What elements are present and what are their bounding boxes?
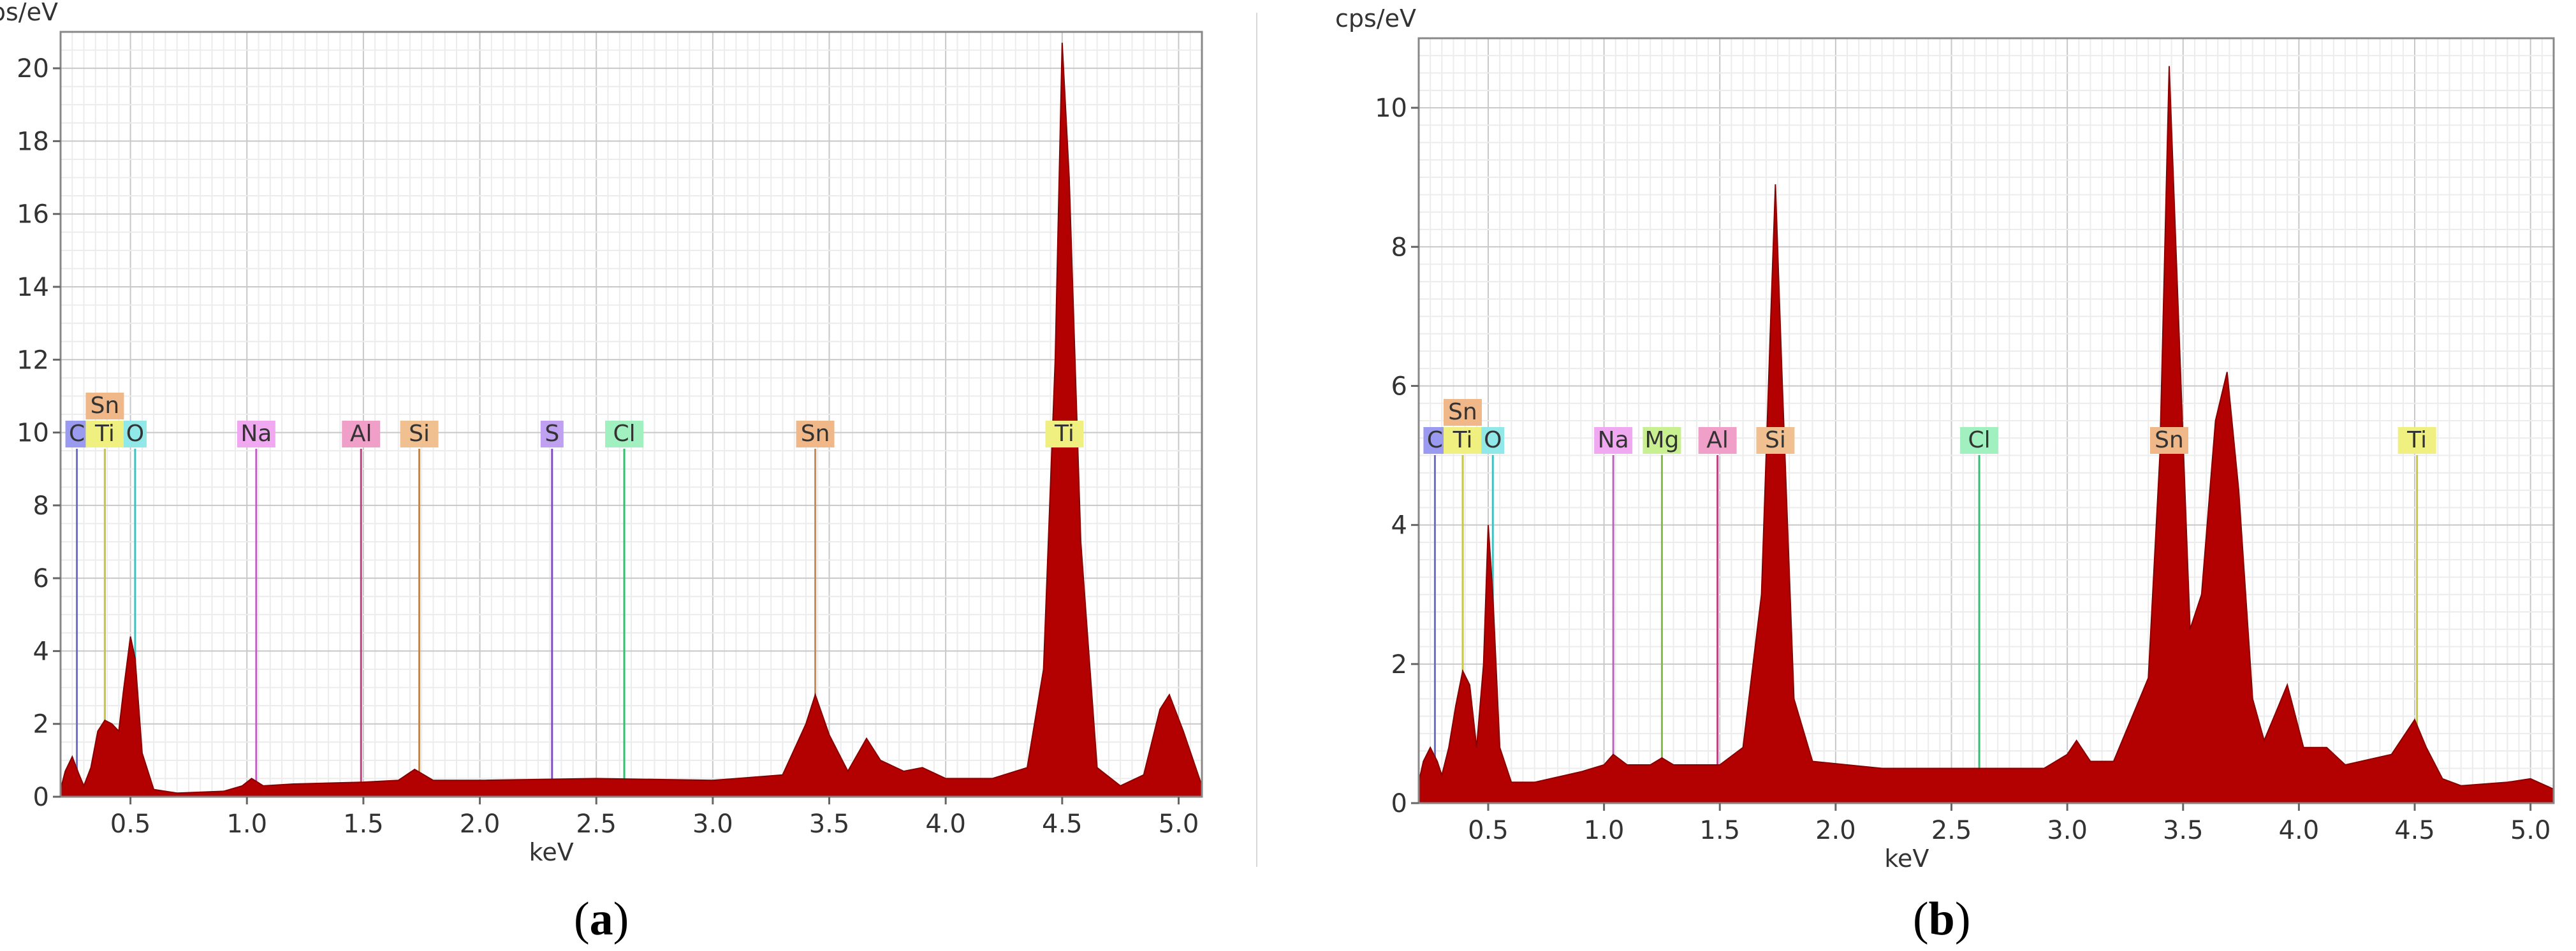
element-label-al: Al xyxy=(1706,427,1729,453)
element-label-bg-ti xyxy=(2397,427,2436,454)
y-tick-label: 8 xyxy=(33,491,49,521)
x-tick-label: 3.5 xyxy=(2163,816,2204,845)
x-tick-label: 4.0 xyxy=(925,809,966,839)
x-tick-label: 1.0 xyxy=(1584,816,1625,845)
element-label-mg: Mg xyxy=(1644,427,1679,453)
element-label-bg-c xyxy=(1423,427,1447,454)
y-tick-label: 0 xyxy=(33,783,49,812)
panel-b: C Sn Ti O Na Mg Al Si Cl Sn Ti 0.5 1.0 1.5 2.0 2.5 3.0 3.… xyxy=(1335,0,2576,873)
x-tick-label: 4.0 xyxy=(2279,816,2320,845)
y-tick-label: 4 xyxy=(1391,511,1407,541)
element-label-bg-mg xyxy=(1643,427,1681,454)
caption-b-letter: b xyxy=(1928,893,1955,945)
element-label-bg-al xyxy=(1698,427,1737,454)
y-tick-label: 18 xyxy=(17,127,49,156)
x-tick-label: 0.5 xyxy=(1468,816,1509,845)
element-label-ti: Ti xyxy=(1453,427,1473,453)
x-tick-label: 2.0 xyxy=(1815,816,1856,845)
caption-a: (a) xyxy=(574,893,629,945)
panel-a: C Sn Ti O Na Al Si S Cl Sn Ti 0.5 1.0 1.5 2.0 2.5 3.0 3.5… xyxy=(0,0,1256,867)
element-label-c: C xyxy=(69,421,85,447)
x-tick-label: 2.0 xyxy=(460,809,501,839)
element-label-al: Al xyxy=(350,421,372,447)
x-tick-label: 0.5 xyxy=(110,809,151,839)
y-tick-label: 12 xyxy=(17,345,49,375)
element-label-bg-na xyxy=(237,421,275,447)
element-label-bg-o xyxy=(1481,427,1505,454)
element-label-s: S xyxy=(545,421,559,447)
plot-frame xyxy=(1417,37,2555,804)
x-tick-label: 4.5 xyxy=(2394,816,2435,845)
panel-divider xyxy=(1256,13,1257,867)
element-label-sn: Sn xyxy=(801,421,830,447)
element-label-bg-cl xyxy=(1960,427,1999,454)
element-label-o: O xyxy=(1484,427,1502,453)
element-label-sn: Sn xyxy=(91,393,120,419)
spectrum-area xyxy=(60,43,1203,797)
y-axis-label: cps/eV xyxy=(1335,4,1416,33)
element-label-bg-sn xyxy=(2149,427,2188,454)
x-axis-label: keV xyxy=(529,838,574,866)
element-label-bg-o xyxy=(123,421,147,447)
x-tick-label: 3.5 xyxy=(809,809,850,839)
y-tick-label: 14 xyxy=(17,273,49,302)
element-label-bg-sn xyxy=(85,393,124,419)
element-label-bg-si xyxy=(1756,427,1795,454)
y-axis-label: cps/eV xyxy=(0,0,58,26)
element-label-bg-na xyxy=(1594,427,1633,454)
y-tick-label: 4 xyxy=(33,637,49,666)
element-label-na: Na xyxy=(1598,427,1629,453)
element-label-na: Na xyxy=(240,421,272,447)
y-tick-label: 6 xyxy=(33,564,49,593)
x-tick-label: 3.0 xyxy=(2047,816,2088,845)
element-label-bg-ti xyxy=(85,421,124,447)
y-tick-label: 2 xyxy=(33,710,49,739)
caption-a-letter: a xyxy=(589,893,613,945)
x-tick-label: 4.5 xyxy=(1042,809,1083,839)
x-tick-label: 1.5 xyxy=(1699,816,1740,845)
element-label-sn: Sn xyxy=(1448,399,1477,425)
y-tick-label: 6 xyxy=(1391,372,1407,401)
element-label-bg-ti xyxy=(1444,427,1482,454)
y-tick-label: 16 xyxy=(17,200,49,229)
x-tick-label: 1.5 xyxy=(343,809,384,839)
x-tick-label: 1.0 xyxy=(226,809,267,839)
element-label-bg-si xyxy=(400,421,439,447)
element-label-cl: Cl xyxy=(613,421,635,447)
caption-b: (b) xyxy=(1913,893,1971,945)
element-label-bg-al xyxy=(342,421,381,447)
x-tick-label: 2.5 xyxy=(576,809,617,839)
element-label-si: Si xyxy=(409,421,430,447)
x-tick-label: 2.5 xyxy=(1931,816,1972,845)
spectrum-area xyxy=(1418,66,2554,804)
element-label-o: O xyxy=(126,421,144,447)
y-tick-label: 10 xyxy=(1375,94,1407,123)
element-label-ti: Ti xyxy=(1054,421,1074,447)
element-label-si: Si xyxy=(1765,427,1786,453)
element-label-bg-s xyxy=(540,421,564,447)
y-tick-label: 0 xyxy=(1391,789,1407,818)
element-label-ti: Ti xyxy=(2406,427,2427,453)
element-label-bg-cl xyxy=(605,421,644,447)
element-label-sn: Sn xyxy=(2155,427,2184,453)
y-tick-label: 8 xyxy=(1391,233,1407,262)
y-tick-label: 2 xyxy=(1391,650,1407,679)
x-axis-label: keV xyxy=(1884,845,1929,873)
element-label-c: C xyxy=(1427,427,1443,453)
element-label-ti: Ti xyxy=(94,421,115,447)
element-label-bg-c xyxy=(65,421,89,447)
x-tick-label: 5.0 xyxy=(2510,816,2551,845)
y-tick-label: 10 xyxy=(17,419,49,448)
y-tick-label: 20 xyxy=(17,54,49,83)
element-label-cl: Cl xyxy=(1968,427,1991,453)
x-tick-label: 5.0 xyxy=(1159,809,1199,839)
x-tick-label: 3.0 xyxy=(692,809,733,839)
plot-frame xyxy=(59,31,1203,798)
element-label-bg-sn xyxy=(1444,399,1482,426)
element-label-bg-sn xyxy=(796,421,835,447)
element-label-bg-ti xyxy=(1045,421,1084,447)
